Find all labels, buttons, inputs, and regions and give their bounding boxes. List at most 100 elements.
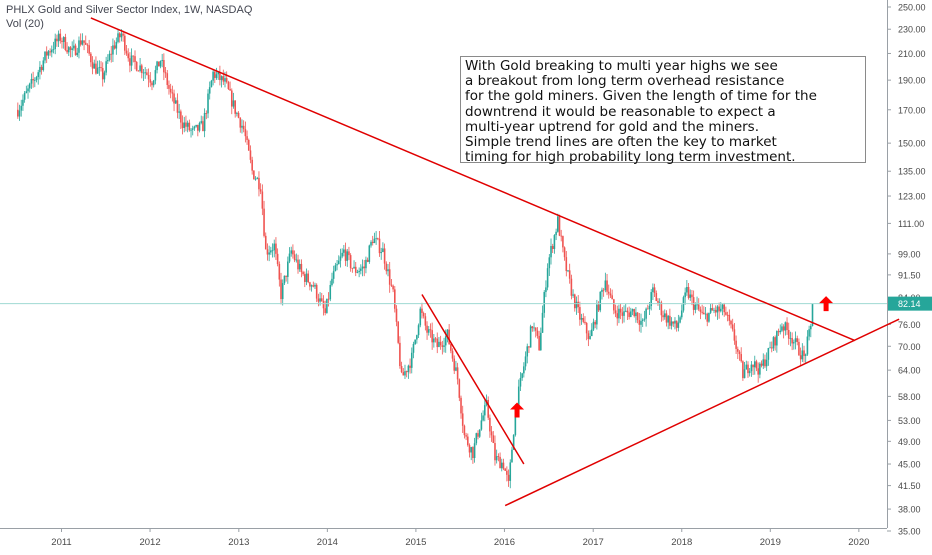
candle-body	[472, 447, 474, 458]
candle-body	[168, 85, 170, 89]
candle-body	[266, 249, 269, 255]
candle-body	[354, 266, 357, 273]
candle-body	[54, 38, 56, 50]
candle-body	[782, 326, 785, 331]
candle-body	[183, 122, 186, 128]
candle-body	[589, 336, 591, 340]
candle-body	[212, 71, 214, 81]
candle-body	[799, 355, 802, 360]
candle-body	[74, 45, 77, 56]
candle-body	[230, 90, 233, 107]
candle-body	[166, 73, 169, 86]
candle-body	[190, 129, 192, 131]
candle-body	[580, 317, 583, 320]
candle-body	[146, 72, 148, 75]
candle-body	[242, 125, 245, 130]
candle-body	[34, 79, 36, 81]
candle-body	[268, 252, 270, 255]
candle-body	[650, 292, 652, 306]
candle-body	[674, 320, 676, 324]
candle-body	[348, 251, 350, 256]
candle-body	[125, 50, 128, 54]
candle-body	[327, 298, 330, 300]
candle-body	[205, 113, 208, 114]
candle-body	[283, 275, 286, 284]
candle-body	[541, 312, 544, 333]
candle-body	[227, 82, 230, 89]
candle-body	[292, 250, 294, 255]
annotation-line: With Gold breaking to multi year highs w…	[465, 58, 778, 74]
annotation-line: downtrend it would be reasonable to expe…	[465, 103, 776, 120]
candle-body	[553, 235, 556, 249]
candle-body	[573, 294, 576, 309]
candle-body	[743, 369, 746, 379]
candle-body	[596, 304, 598, 325]
candle-body	[370, 241, 372, 246]
candle-body	[604, 280, 607, 291]
candle-body	[545, 287, 547, 293]
candle-body	[713, 309, 715, 311]
candle-body	[592, 321, 595, 330]
candle-body	[73, 45, 75, 49]
candle-body	[317, 298, 320, 302]
candle-body	[728, 314, 731, 321]
candle-body	[487, 399, 489, 418]
candle-body	[616, 313, 619, 319]
current-price-label: 82.14	[898, 299, 921, 309]
time-tick-label: 2018	[671, 537, 692, 548]
candle-body	[458, 379, 461, 398]
candle-body	[794, 338, 797, 343]
candle-body	[787, 329, 790, 339]
candle-body	[127, 53, 130, 59]
candle-body	[377, 238, 379, 240]
candle-body	[69, 47, 72, 50]
candle-body	[475, 433, 478, 444]
candle-body	[176, 100, 179, 113]
candle-body	[79, 40, 82, 45]
candle-body	[324, 308, 326, 313]
candle-body	[356, 272, 359, 273]
candle-body	[546, 268, 549, 288]
candle-body	[246, 136, 248, 140]
candle-body	[140, 65, 143, 73]
candle-body	[343, 249, 345, 253]
candle-body	[331, 278, 333, 286]
candle-body	[786, 322, 788, 330]
candle-body	[22, 99, 24, 106]
candle-body	[110, 53, 113, 55]
annotation-text-box[interactable]: With Gold breaking to multi year highs w…	[460, 56, 866, 166]
candle-body	[427, 329, 430, 333]
candle-body	[234, 100, 236, 114]
candle-body	[332, 271, 335, 279]
candle-body	[319, 298, 321, 302]
candle-body	[772, 337, 775, 349]
candle-body	[27, 88, 29, 92]
candle-body	[207, 93, 209, 114]
candle-body	[236, 112, 238, 114]
candle-body	[375, 238, 377, 240]
candle-body	[208, 87, 211, 94]
candle-body	[514, 409, 517, 435]
candle-body	[259, 189, 262, 192]
candle-body	[382, 248, 384, 253]
annotation-line: timing for high probability long term in…	[465, 149, 796, 166]
candle-body	[368, 245, 371, 262]
candle-body	[188, 122, 191, 131]
candle-body	[47, 51, 50, 56]
candle-body	[249, 150, 252, 160]
candle-body	[239, 117, 242, 128]
candle-body	[163, 60, 165, 73]
candle-body	[118, 33, 121, 38]
candle-body	[759, 363, 761, 375]
trendline-uptrend-support	[504, 318, 900, 507]
candle-body	[521, 373, 523, 378]
candle-body	[173, 93, 175, 104]
candle-body	[385, 263, 388, 272]
candle-body	[120, 33, 123, 38]
candle-body	[414, 339, 416, 344]
candle-body	[62, 37, 65, 43]
candle-body	[752, 364, 754, 368]
candle-body	[270, 250, 272, 253]
